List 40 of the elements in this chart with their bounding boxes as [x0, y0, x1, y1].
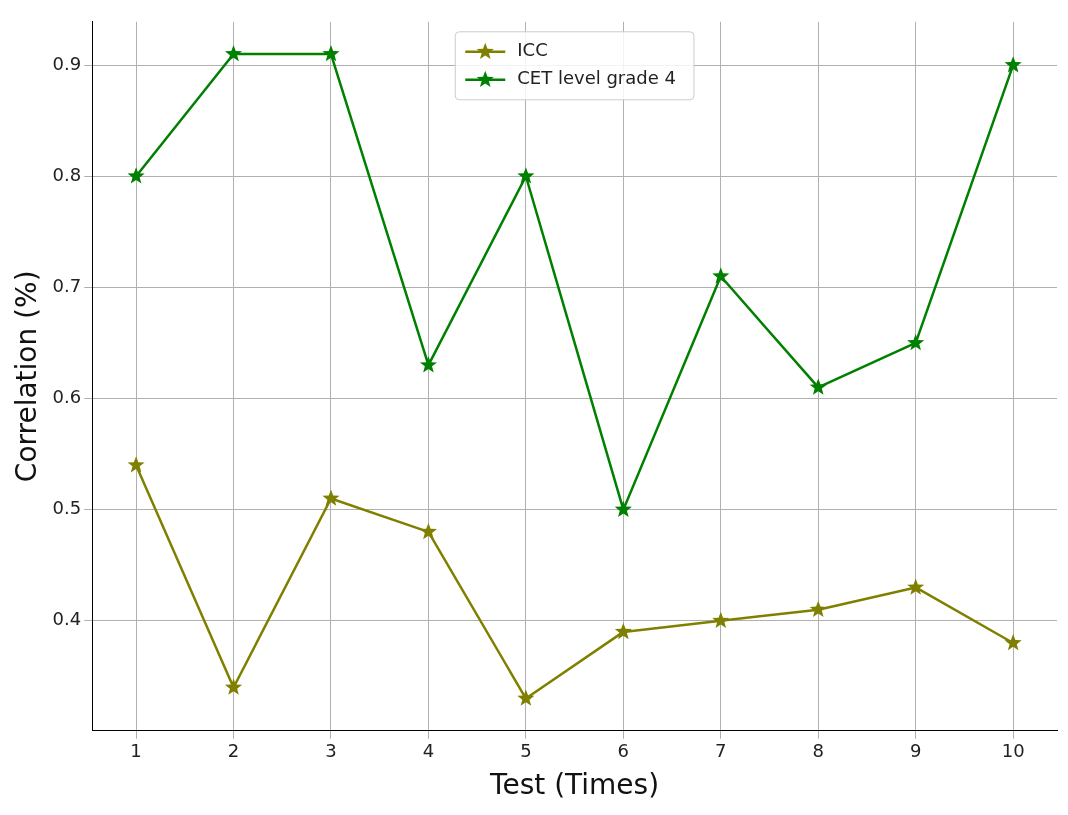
point [224, 678, 243, 695]
y-tick-label: 0.7 [52, 275, 82, 297]
x-tick-label: 1 [130, 740, 142, 762]
point [809, 378, 827, 395]
x-tick-label: 5 [520, 740, 532, 762]
y-tick-label: 0.5 [52, 497, 82, 519]
point [419, 356, 437, 373]
point [322, 45, 340, 62]
point [517, 689, 535, 706]
point [127, 456, 145, 473]
x-tick-label: 3 [325, 740, 337, 762]
x-axis-title: Test (Times) [489, 768, 660, 802]
point [224, 45, 243, 62]
point [127, 167, 145, 184]
point [322, 489, 340, 506]
point [907, 333, 925, 351]
x-tick-label: 6 [617, 740, 630, 762]
point [1004, 56, 1022, 73]
x-tick-label: 9 [909, 740, 922, 762]
point [907, 578, 925, 595]
point [614, 500, 632, 517]
x-tick-label: 2 [227, 740, 240, 762]
y-tick-label: 0.6 [52, 386, 82, 408]
point [712, 611, 730, 629]
y-tick-label: 0.4 [52, 608, 82, 630]
y-axis-title: Correlation (%) [10, 270, 44, 483]
x-tick-label: 7 [715, 740, 727, 762]
x-tick-label: 4 [422, 740, 435, 762]
legend-label: CET level grade 4 [517, 67, 676, 89]
legend-label: ICC [517, 39, 548, 61]
y-tick-label: 0.8 [52, 163, 82, 185]
point [1004, 634, 1022, 651]
point [517, 167, 535, 184]
point [809, 600, 827, 617]
x-tick-label: 8 [812, 740, 824, 762]
point [419, 522, 437, 540]
x-tick-label: 10 [1001, 740, 1025, 762]
point [614, 622, 632, 640]
point [712, 267, 730, 284]
y-tick-label: 0.9 [52, 52, 82, 74]
